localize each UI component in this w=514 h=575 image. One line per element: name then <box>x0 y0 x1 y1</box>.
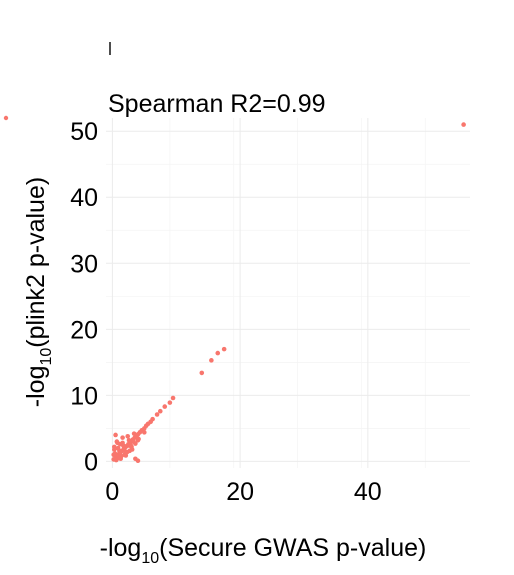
stray-point <box>3 115 9 121</box>
x-tick-label: 0 <box>105 478 119 506</box>
y-tick-label: 40 <box>70 184 98 212</box>
data-point <box>125 434 131 439</box>
data-point <box>117 448 122 454</box>
chart-title: Spearman R2=0.99 <box>108 90 326 118</box>
y-axis-title-prefix: -log <box>22 366 50 408</box>
data-point <box>154 412 160 417</box>
y-axis-title-suffix: (plink2 p-value) <box>22 177 50 348</box>
data-point <box>126 443 132 448</box>
x-tick-labels: 0 20 40 <box>105 478 381 506</box>
y-axis-title-subscript: 10 <box>38 348 55 366</box>
data-point <box>199 370 205 376</box>
data-point <box>122 449 128 454</box>
data-point <box>150 416 155 422</box>
data-point <box>133 456 138 462</box>
data-point <box>126 437 132 443</box>
data-point <box>461 122 466 127</box>
data-point <box>167 400 173 405</box>
data-point <box>135 437 141 443</box>
data-point <box>142 430 147 435</box>
x-axis-title-suffix: (Secure GWAS p-value) <box>159 534 426 562</box>
data-point <box>170 395 176 401</box>
data-point <box>113 453 119 458</box>
data-point <box>209 358 214 363</box>
grid <box>106 118 470 468</box>
data-point <box>120 435 125 440</box>
y-axis-title: -log10(plink2 p-value) <box>22 177 55 407</box>
y-tick-label: 50 <box>70 118 98 146</box>
y-tick-labels: 0 10 20 30 40 50 <box>70 118 98 476</box>
data-point <box>157 408 163 414</box>
data-point <box>131 439 136 444</box>
x-axis-title-prefix: -log <box>100 534 142 562</box>
data-point <box>162 404 168 409</box>
y-tick-label: 30 <box>70 250 98 278</box>
data-point <box>113 432 118 438</box>
data-point <box>112 447 117 452</box>
y-tick-label: 0 <box>84 448 98 476</box>
y-tick-label: 10 <box>70 382 98 410</box>
x-tick-label: 40 <box>354 478 382 506</box>
data-point <box>221 346 227 352</box>
data-point <box>131 431 137 436</box>
data-point <box>127 448 132 454</box>
data-point <box>215 350 221 356</box>
y-tick-label: 20 <box>70 316 98 344</box>
data-point <box>120 440 125 446</box>
x-axis-title-subscript: 10 <box>141 550 159 567</box>
x-axis-title: -log10(Secure GWAS p-value) <box>100 534 427 567</box>
x-tick-label: 20 <box>226 478 254 506</box>
points <box>111 122 466 464</box>
